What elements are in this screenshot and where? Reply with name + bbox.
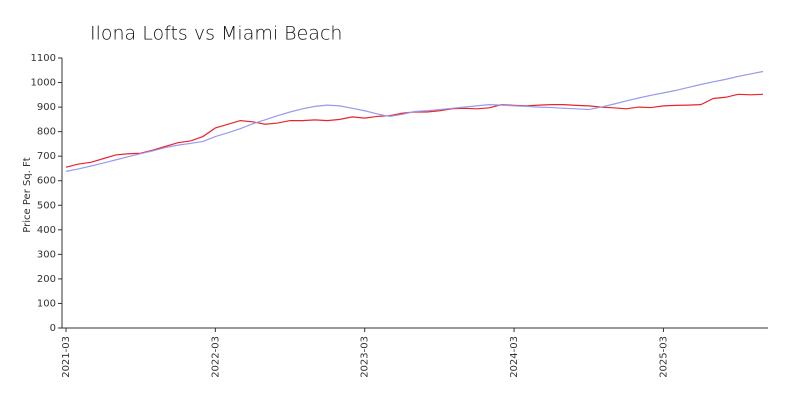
y-axis-label: Price Per Sq. Ft: [22, 157, 33, 232]
y-tick-label: 700: [37, 151, 56, 162]
x-tick-label: 2023-03: [360, 336, 371, 378]
x-tick-label: 2021-03: [61, 336, 72, 378]
y-tick-label: 1100: [31, 53, 56, 64]
y-tick-label: 500: [37, 200, 56, 211]
y-tick-label: 900: [37, 102, 56, 113]
x-tick-label: 2025-03: [658, 336, 669, 378]
y-tick-label: 200: [37, 274, 56, 285]
y-tick-label: 400: [37, 225, 56, 236]
x-tick-label: 2022-03: [210, 336, 221, 378]
series-line: [65, 70, 764, 172]
y-tick-label: 800: [37, 127, 56, 138]
x-tick-label: 2024-03: [509, 336, 520, 378]
y-tick-label: 100: [37, 298, 56, 309]
y-tick-label: 600: [37, 176, 56, 187]
y-tick-label: 0: [50, 323, 56, 334]
chart-title: Ilona Lofts vs Miami Beach: [90, 23, 342, 45]
series-line: [65, 93, 764, 168]
y-tick-label: 1000: [31, 78, 56, 89]
y-tick-label: 300: [37, 249, 56, 260]
